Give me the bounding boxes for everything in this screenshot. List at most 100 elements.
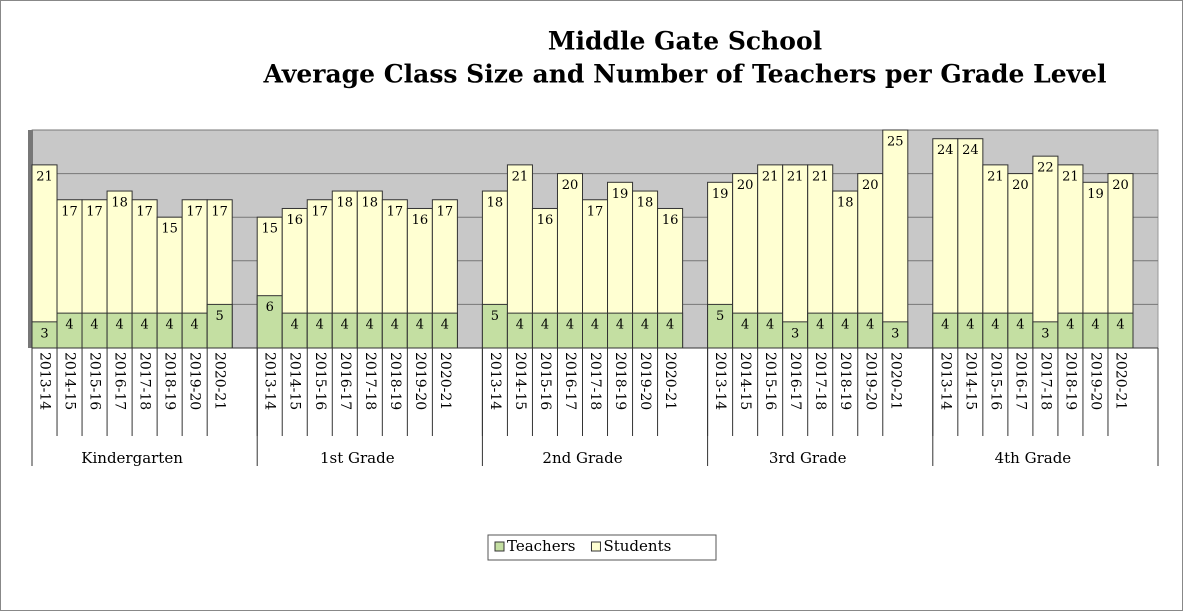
data-label: 4 xyxy=(366,318,374,333)
legend-label: Teachers xyxy=(507,537,575,555)
data-label: 3 xyxy=(1041,326,1049,341)
data-label: 4 xyxy=(1091,318,1099,333)
data-label: 4 xyxy=(591,318,599,333)
data-label: 16 xyxy=(662,213,679,228)
x-tick-label: 2018-19 xyxy=(162,352,178,410)
data-label: 6 xyxy=(266,300,274,315)
bar xyxy=(882,129,909,349)
x-tick-label: 2017-18 xyxy=(812,352,828,410)
x-tick-label: 2016-17 xyxy=(787,352,803,410)
x-tick-label: 2019-20 xyxy=(862,352,878,410)
bar xyxy=(81,312,108,349)
data-label: 17 xyxy=(186,204,203,219)
data-label: 4 xyxy=(341,318,349,333)
group-label: 3rd Grade xyxy=(769,449,847,467)
data-label: 4 xyxy=(666,318,674,333)
bar xyxy=(582,312,609,349)
x-tick-label: 2019-20 xyxy=(187,352,203,410)
data-label: 17 xyxy=(387,204,404,219)
data-label: 24 xyxy=(937,143,954,158)
x-tick-label: 2017-18 xyxy=(137,352,153,410)
data-label: 4 xyxy=(966,318,974,333)
data-label: 4 xyxy=(866,318,874,333)
data-label: 18 xyxy=(111,196,128,211)
data-label: 18 xyxy=(362,196,379,211)
data-label: 4 xyxy=(65,318,73,333)
data-label: 4 xyxy=(165,318,173,333)
x-tick-label: 2016-17 xyxy=(562,352,578,410)
data-label: 17 xyxy=(437,204,454,219)
x-tick-label: 2018-19 xyxy=(387,352,403,410)
x-tick-label: 2020-21 xyxy=(1112,352,1128,410)
data-label: 19 xyxy=(712,187,729,202)
x-tick-label: 2019-20 xyxy=(412,352,428,410)
data-label: 20 xyxy=(737,178,754,193)
bar xyxy=(256,295,283,349)
data-label: 18 xyxy=(637,196,654,211)
data-label: 16 xyxy=(537,213,554,228)
chart-subtitle: Average Class Size and Number of Teacher… xyxy=(262,60,1106,89)
x-tick-label: 2017-18 xyxy=(587,352,603,410)
x-tick-label: 2014-15 xyxy=(737,352,753,410)
data-label: 24 xyxy=(962,143,979,158)
x-tick-label: 2018-19 xyxy=(837,352,853,410)
x-tick-label: 2020-21 xyxy=(662,352,678,410)
data-label: 4 xyxy=(1016,318,1024,333)
bar xyxy=(782,164,809,349)
data-label: 5 xyxy=(716,309,724,324)
bar xyxy=(306,312,333,349)
data-label: 21 xyxy=(787,169,804,184)
data-label: 4 xyxy=(1116,318,1124,333)
data-label: 25 xyxy=(887,135,904,150)
x-tick-label: 2013-14 xyxy=(937,352,953,410)
legend-swatch xyxy=(590,541,601,552)
x-tick-label: 2019-20 xyxy=(1087,352,1103,410)
group-label: 4th Grade xyxy=(995,449,1072,467)
data-label: 4 xyxy=(391,318,399,333)
group-label: Kindergarten xyxy=(81,449,183,467)
x-tick-label: 2014-15 xyxy=(287,352,303,410)
x-tick-label: 2015-16 xyxy=(987,352,1003,410)
data-label: 17 xyxy=(211,204,228,219)
x-tick-label: 2015-16 xyxy=(87,352,103,410)
data-label: 4 xyxy=(741,318,749,333)
data-label: 4 xyxy=(140,318,148,333)
bar xyxy=(882,321,909,349)
bar xyxy=(657,312,684,349)
data-label: 21 xyxy=(812,169,829,184)
data-label: 4 xyxy=(191,318,199,333)
data-label: 17 xyxy=(587,204,604,219)
data-label: 4 xyxy=(541,318,549,333)
x-tick-label: 2019-20 xyxy=(637,352,653,410)
data-label: 4 xyxy=(441,318,449,333)
x-tick-label: 2013-14 xyxy=(487,352,503,410)
data-label: 4 xyxy=(316,318,324,333)
bar xyxy=(932,312,959,349)
data-label: 17 xyxy=(86,204,103,219)
x-tick-label: 2017-18 xyxy=(362,352,378,410)
x-tick-label: 2020-21 xyxy=(437,352,453,410)
x-tick-label: 2020-21 xyxy=(212,352,228,410)
data-label: 18 xyxy=(337,196,354,211)
data-label: 4 xyxy=(641,318,649,333)
bar xyxy=(1057,312,1084,349)
data-label: 4 xyxy=(991,318,999,333)
plot-side xyxy=(28,130,33,348)
data-label: 20 xyxy=(1112,178,1129,193)
data-label: 15 xyxy=(261,222,278,237)
bar xyxy=(1032,155,1059,349)
bar xyxy=(431,312,458,349)
x-tick-label: 2020-21 xyxy=(887,352,903,410)
data-label: 20 xyxy=(1012,178,1029,193)
data-label: 21 xyxy=(1062,169,1079,184)
x-tick-label: 2014-15 xyxy=(962,352,978,410)
x-tick-label: 2015-16 xyxy=(537,352,553,410)
data-label: 4 xyxy=(90,318,98,333)
data-label: 4 xyxy=(841,318,849,333)
bar xyxy=(607,312,634,349)
data-label: 4 xyxy=(416,318,424,333)
x-tick-label: 2018-19 xyxy=(1062,352,1078,410)
data-label: 15 xyxy=(161,222,178,237)
x-tick-label: 2013-14 xyxy=(712,352,728,410)
